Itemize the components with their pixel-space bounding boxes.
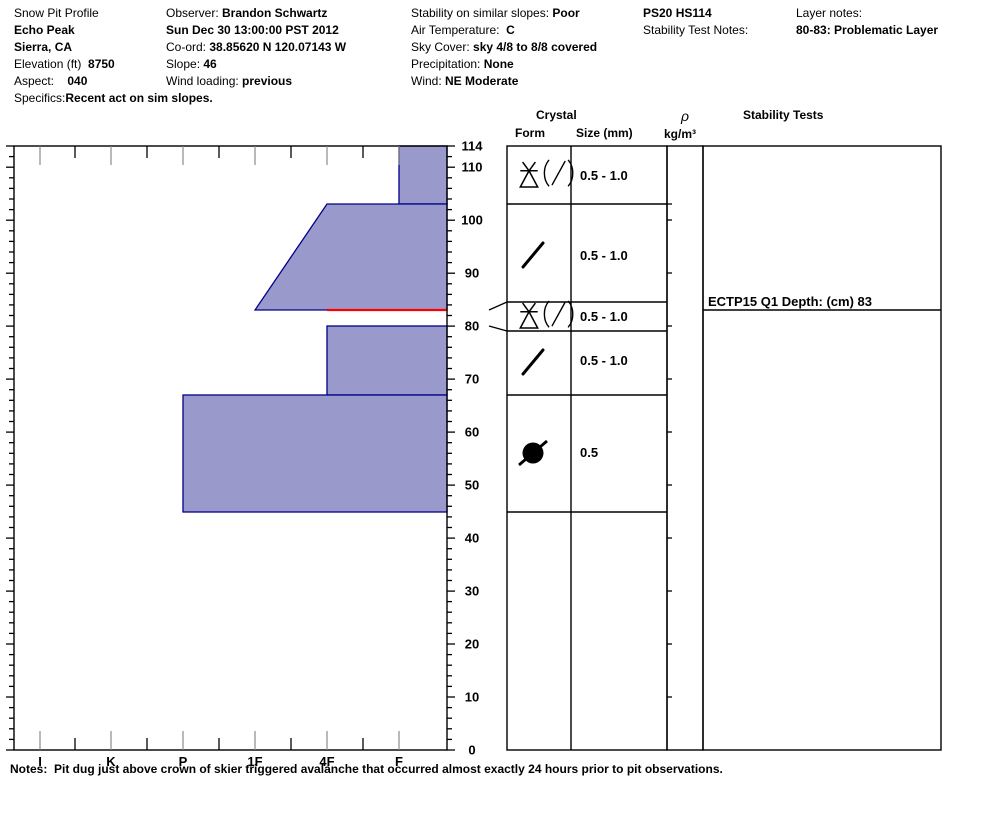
svg-text:0.5 - 1.0: 0.5 - 1.0 — [580, 168, 628, 183]
svg-text:0.5: 0.5 — [580, 445, 598, 460]
svg-text:0.5 - 1.0: 0.5 - 1.0 — [580, 248, 628, 263]
svg-text:10: 10 — [465, 690, 479, 705]
svg-text:100: 100 — [461, 213, 483, 228]
svg-text:50: 50 — [465, 478, 479, 493]
svg-text:70: 70 — [465, 372, 479, 387]
svg-text:ECTP15 Q1 Depth: (cm) 83: ECTP15 Q1 Depth: (cm) 83 — [708, 294, 872, 309]
svg-text:90: 90 — [465, 266, 479, 281]
svg-text:60: 60 — [465, 425, 479, 440]
svg-text:30: 30 — [465, 584, 479, 599]
svg-text:0.5 - 1.0: 0.5 - 1.0 — [580, 353, 628, 368]
svg-text:80: 80 — [465, 319, 479, 334]
svg-text:114: 114 — [462, 139, 484, 154]
svg-text:0.5 - 1.0: 0.5 - 1.0 — [580, 309, 628, 324]
svg-text:40: 40 — [465, 531, 479, 546]
svg-text:110: 110 — [462, 160, 483, 175]
svg-text:0: 0 — [468, 743, 475, 758]
svg-text:20: 20 — [465, 637, 479, 652]
